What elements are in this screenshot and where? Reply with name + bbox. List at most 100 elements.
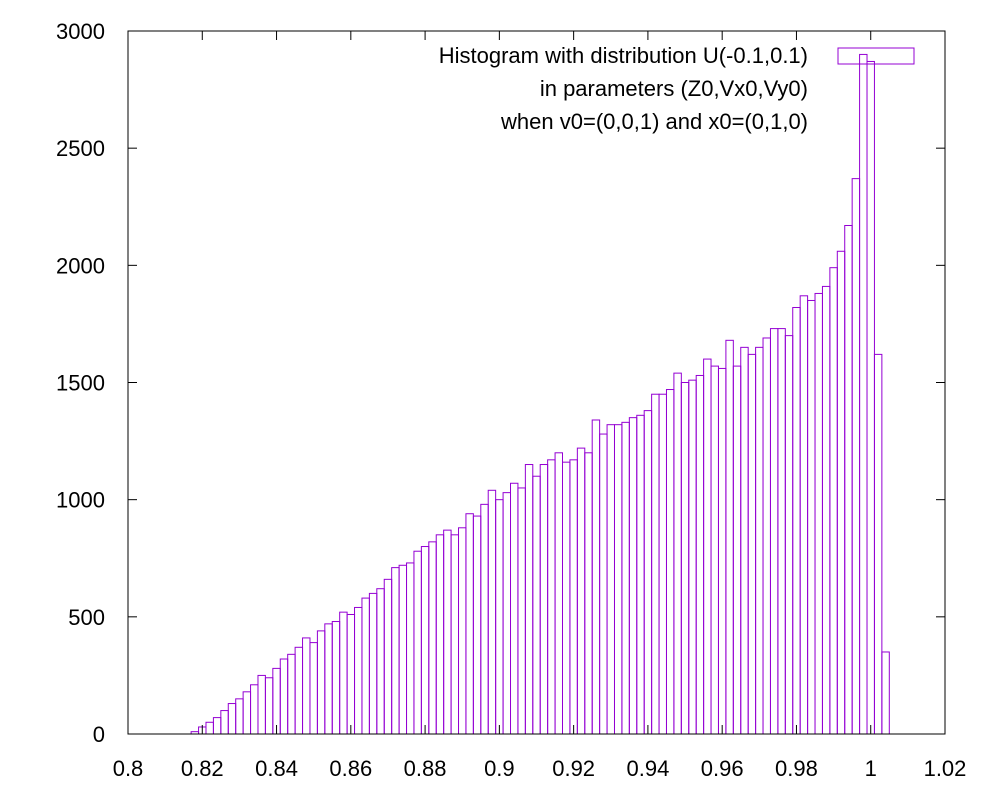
histogram-bar [324, 623, 333, 735]
histogram-bar [354, 606, 363, 735]
histogram-bar [799, 295, 809, 735]
histogram-bar [510, 482, 519, 735]
histogram-bar [465, 513, 474, 735]
histogram-bar [807, 299, 816, 735]
histogram-bar [294, 646, 304, 735]
histogram-bar [435, 534, 445, 735]
histogram-bar [554, 452, 564, 735]
legend-line-3: when v0=(0,0,1) and x0=(0,1,0) [500, 109, 808, 134]
histogram-bar [703, 358, 712, 735]
axis-tick-labels: 0.8 0.82 0.84 0.86 0.88 0.9 0.92 0.94 0.96 0.98 1 1… [56, 19, 966, 781]
histogram-bar [576, 447, 586, 735]
histogram-bar [710, 365, 719, 735]
y-tick-label: 2000 [56, 253, 105, 278]
histogram-bar [784, 335, 794, 735]
y-tick-label: 500 [68, 605, 105, 630]
histogram-bar [762, 337, 771, 735]
histogram-bar [821, 285, 831, 735]
y-tick-label: 1500 [56, 371, 105, 396]
legend: Histogram with distribution U(-0.1,0.1) … [439, 43, 915, 134]
histogram-bars [190, 53, 890, 735]
histogram-bar [205, 721, 214, 735]
histogram-bar [636, 414, 645, 735]
histogram-bar [480, 503, 489, 735]
histogram-bar [547, 459, 556, 735]
histogram-bar [651, 393, 660, 735]
histogram-bar [829, 267, 838, 735]
histogram-bar [591, 419, 601, 735]
x-tick-label: 0.86 [329, 756, 372, 781]
histogram-bar [792, 307, 801, 735]
histogram-bar [450, 534, 460, 735]
legend-line-2: in parameters (Z0,Vx0,Vy0) [540, 76, 808, 101]
histogram-bar [755, 346, 764, 735]
histogram-bar [242, 691, 252, 735]
histogram-bar [539, 464, 549, 735]
histogram-bar [413, 550, 422, 735]
x-tick-label: 0.96 [701, 756, 744, 781]
x-tick-label: 0.84 [255, 756, 298, 781]
histogram-bar [680, 382, 690, 735]
histogram-bar [235, 698, 244, 735]
histogram-bar [376, 588, 385, 735]
y-tick-label: 0 [93, 722, 105, 747]
histogram-bar [844, 225, 853, 735]
histogram-bar [859, 53, 868, 735]
y-tick-label: 1000 [56, 488, 105, 513]
histogram-bar [643, 410, 653, 735]
histogram-bar [695, 374, 705, 735]
histogram-bar [227, 703, 237, 735]
histogram-bar [628, 417, 638, 735]
histogram-bar [740, 346, 749, 735]
histogram-bar [339, 611, 348, 735]
histogram-bar [562, 461, 571, 735]
histogram-bar [599, 433, 608, 735]
histogram-bar [487, 489, 497, 735]
histogram-bar [517, 487, 526, 735]
histogram-bar [398, 564, 408, 735]
histogram-bar [316, 630, 326, 735]
histogram-bar [346, 613, 356, 735]
histogram-bar [673, 372, 682, 735]
y-tick-label: 3000 [56, 19, 105, 44]
histogram-bar [331, 621, 341, 735]
histogram-bar [665, 389, 675, 735]
x-tick-label: 1.02 [924, 756, 967, 781]
x-tick-label: 0.92 [552, 756, 595, 781]
histogram-bar [621, 421, 630, 735]
axis-ticks [127, 30, 946, 735]
y-tick-label: 2500 [56, 136, 105, 161]
histogram-bar [725, 339, 734, 735]
histogram-bar [836, 250, 846, 735]
histogram-bar [309, 642, 318, 735]
histogram-bar [873, 353, 883, 735]
histogram-bar [250, 684, 259, 735]
histogram-bar [361, 597, 370, 735]
legend-swatch [837, 47, 915, 65]
histogram-bar [391, 567, 400, 735]
x-tick-label: 0.82 [181, 756, 224, 781]
histogram-bar [383, 578, 393, 735]
histogram-bar [732, 365, 742, 735]
histogram-bar [881, 651, 890, 735]
histogram-bar [769, 328, 779, 735]
histogram-bar [569, 459, 578, 735]
x-tick-label: 1 [865, 756, 877, 781]
x-tick-label: 0.88 [404, 756, 447, 781]
histogram-bar [279, 658, 289, 735]
histogram-bar [287, 653, 296, 735]
histogram-bar [495, 499, 504, 735]
histogram-bar [264, 677, 274, 735]
histogram-bar [777, 328, 786, 735]
histogram-bar [524, 464, 534, 735]
histogram-bar [851, 178, 861, 735]
histogram-bar [584, 452, 593, 735]
histogram-bar [532, 475, 541, 735]
histogram-bar [866, 60, 875, 735]
histogram-bar [443, 529, 452, 735]
histogram-bar [502, 492, 512, 735]
histogram-bar [420, 546, 430, 735]
x-tick-label: 0.8 [113, 756, 144, 781]
x-tick-label: 0.9 [484, 756, 515, 781]
histogram-bar [717, 367, 727, 735]
